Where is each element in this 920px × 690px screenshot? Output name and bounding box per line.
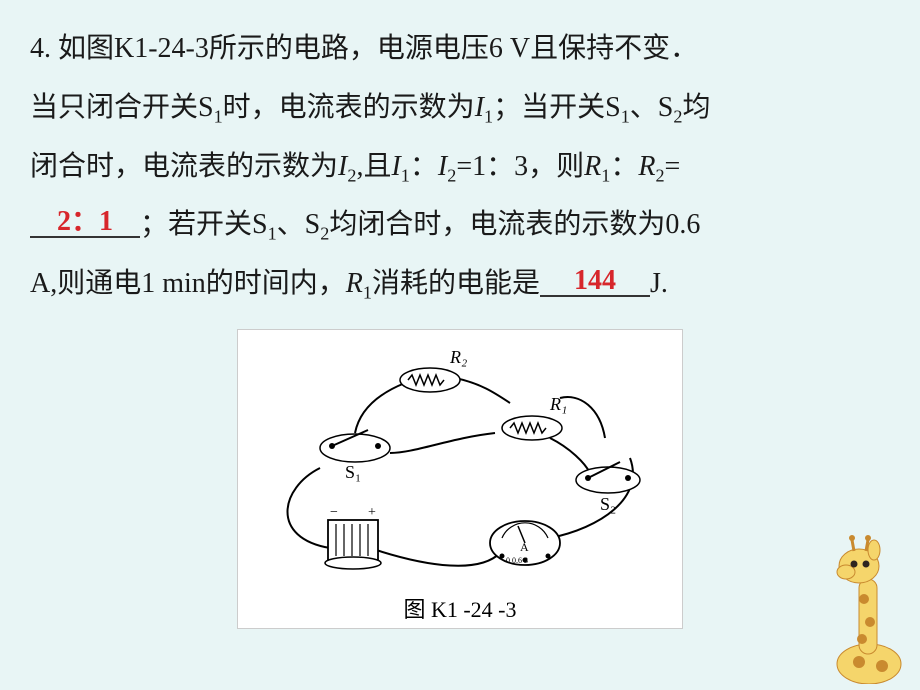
circuit-figure: S₁ R₂ R₁ S₂ <box>237 329 683 629</box>
label-s2: S₂ <box>600 494 616 514</box>
circuit-svg: S₁ R₂ R₁ S₂ <box>250 338 670 588</box>
l5c: J. <box>650 268 668 299</box>
l5a: A,则通电1 min的时间内， <box>30 268 346 299</box>
answer-blank-1: 2：1 <box>30 208 140 238</box>
problem-text: 4. 如图K1-24-3所示的电路，电源电压6 V且保持不变． 当只闭合开关S 1… <box>0 0 920 324</box>
l2a: 当只闭合开关S <box>30 92 214 123</box>
l2e: 均 <box>682 92 710 123</box>
l3c: ： <box>410 151 438 182</box>
l3a: 闭合时，电流表的示数为 <box>30 151 338 182</box>
l4c: 均闭合时，电流表的示数为0.6 <box>329 209 700 240</box>
ammeter: A 0 0.6 3 <box>490 521 560 565</box>
l2d: 、S <box>630 92 674 123</box>
label-minus: − <box>330 505 338 520</box>
line1: 如图K1-24-3所示的电路，电源电压6 V且保持不变． <box>58 33 698 64</box>
switch-s1: S₁ <box>320 430 390 482</box>
l5b: 消耗的电能是 <box>372 268 540 299</box>
resistor-r1: R₁ <box>502 394 567 440</box>
l4b: 、S <box>277 209 321 240</box>
label-r2: R₂ <box>449 347 467 367</box>
label-plus: + <box>368 505 376 520</box>
l2b: 时，电流表的示数为 <box>223 92 475 123</box>
giraffe-icon <box>804 524 914 684</box>
l4a: ；若开关S <box>140 209 268 240</box>
label-a: A <box>520 540 529 554</box>
l3f: = <box>665 151 681 182</box>
resistor-r2: R₂ <box>400 347 467 392</box>
switch-s2: S₂ <box>576 462 640 514</box>
l3d: =1：3，则 <box>456 151 584 182</box>
l3e: ： <box>610 151 638 182</box>
q-number: 4. <box>30 33 51 64</box>
answer-blank-2: 144 <box>540 267 650 297</box>
figure-caption: 图 K1 -24 -3 <box>250 592 670 624</box>
l3b: ,且 <box>356 151 391 182</box>
l2c: ；当开关S <box>493 92 621 123</box>
label-r1: R₁ <box>549 394 567 414</box>
label-s1: S₁ <box>345 462 361 482</box>
battery: − + <box>325 505 381 569</box>
